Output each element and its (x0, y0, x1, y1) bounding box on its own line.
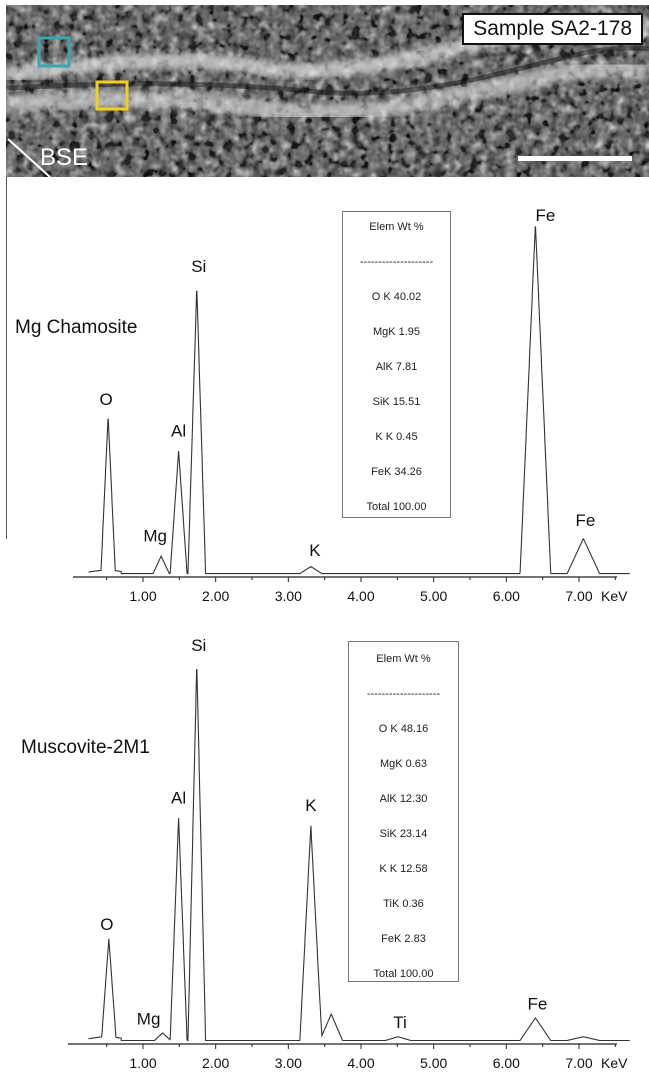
composition-row: TiK 0.36 (383, 898, 424, 910)
composition-row: O K 40.02 (371, 291, 422, 303)
composition-row: SiK 23.14 (379, 828, 428, 840)
composition-row: K K 12.58 (379, 863, 428, 875)
corner-line (7, 138, 51, 177)
composition-separator: -------------------- (366, 688, 441, 700)
x-tick-label: 4.00 (347, 588, 374, 604)
x-tick-label: 2.00 (202, 588, 229, 604)
peak-label-al: Al (171, 789, 186, 808)
composition-header: Elem Wt % (376, 653, 431, 665)
composition-row: FeK 34.26 (371, 466, 422, 478)
peak-label-o: O (100, 915, 113, 934)
analysis-box-muscovite (95, 80, 129, 111)
composition-row: O K 48.16 (378, 723, 429, 735)
mineral-name-muscovite: Muscovite-2M1 (21, 737, 150, 758)
x-tick-label: 7.00 (565, 588, 592, 604)
composition-row: AlK 7.81 (375, 361, 418, 373)
x-tick-label: 1.00 (129, 1055, 156, 1071)
sample-label: Sample SA2-178 (462, 13, 643, 45)
peak-label-mg: Mg (137, 1009, 161, 1028)
x-tick-label: 5.00 (420, 588, 447, 604)
composition-header: Elem Wt % (369, 221, 424, 233)
x-tick-label: 3.00 (275, 1055, 302, 1071)
bse-micrograph: Sample SA2-178 BSE (6, 5, 649, 177)
composition-row: K K 0.45 (375, 431, 418, 443)
composition-row: Total 100.00 (373, 968, 434, 980)
x-tick-label: 1.00 (129, 588, 156, 604)
x-tick-label: 6.00 (493, 588, 520, 604)
x-axis-label: KeV (601, 588, 628, 604)
composition-table-chamosite: Elem Wt % -------------------- O K 40.02 Mg… (342, 211, 451, 518)
eds-spectrum-chamosite: 1.00 2.00 3.00 4.00 5.00 6.00 7.00 KeV O Mg Al Si K F… (73, 206, 630, 604)
peak-label-si: Si (191, 636, 206, 655)
x-axis-label: KeV (601, 1055, 628, 1071)
composition-row: AlK 12.30 (379, 793, 428, 805)
peak-label-si: Si (191, 257, 206, 276)
peak-label-k: K (305, 796, 317, 815)
spectrum-line (88, 669, 630, 1042)
peak-label-ti: Ti (393, 1013, 407, 1032)
peak-label-mg: Mg (143, 527, 167, 546)
peak-label-fe: Fe (535, 206, 555, 225)
composition-row: FeK 2.83 (381, 933, 426, 945)
composition-table-muscovite: Elem Wt % -------------------- O K 48.16 Mg… (348, 641, 459, 982)
peak-label-o: O (100, 390, 113, 409)
peak-label-al: Al (171, 422, 186, 441)
peak-label-k: K (309, 541, 321, 560)
composition-row: SiK 15.51 (372, 396, 421, 408)
x-tick-label: 3.00 (275, 588, 302, 604)
analysis-box-chamosite (37, 36, 71, 68)
mineral-name-chamosite: Mg Chamosite (15, 317, 138, 338)
composition-row: MgK 0.63 (379, 758, 428, 770)
composition-row: MgK 1.95 (372, 326, 421, 338)
peak-label-fe: Fe (527, 994, 547, 1013)
x-tick-label: 7.00 (565, 1055, 592, 1071)
composition-separator: -------------------- (359, 256, 434, 268)
spectrum-line (88, 226, 630, 575)
x-tick-label: 5.00 (420, 1055, 447, 1071)
eds-spectrum-muscovite: 1.00 2.00 3.00 4.00 5.00 6.00 7.00 KeV O Mg Al Si K T… (68, 636, 630, 1071)
peak-label-fe: Fe (575, 511, 595, 530)
bse-label: BSE (40, 144, 89, 171)
x-tick-label: 2.00 (202, 1055, 229, 1071)
composition-row: Total 100.00 (366, 501, 427, 513)
x-tick-label: 6.00 (493, 1055, 520, 1071)
scale-bar (518, 156, 632, 161)
left-rule (6, 177, 7, 539)
x-tick-label: 4.00 (347, 1055, 374, 1071)
